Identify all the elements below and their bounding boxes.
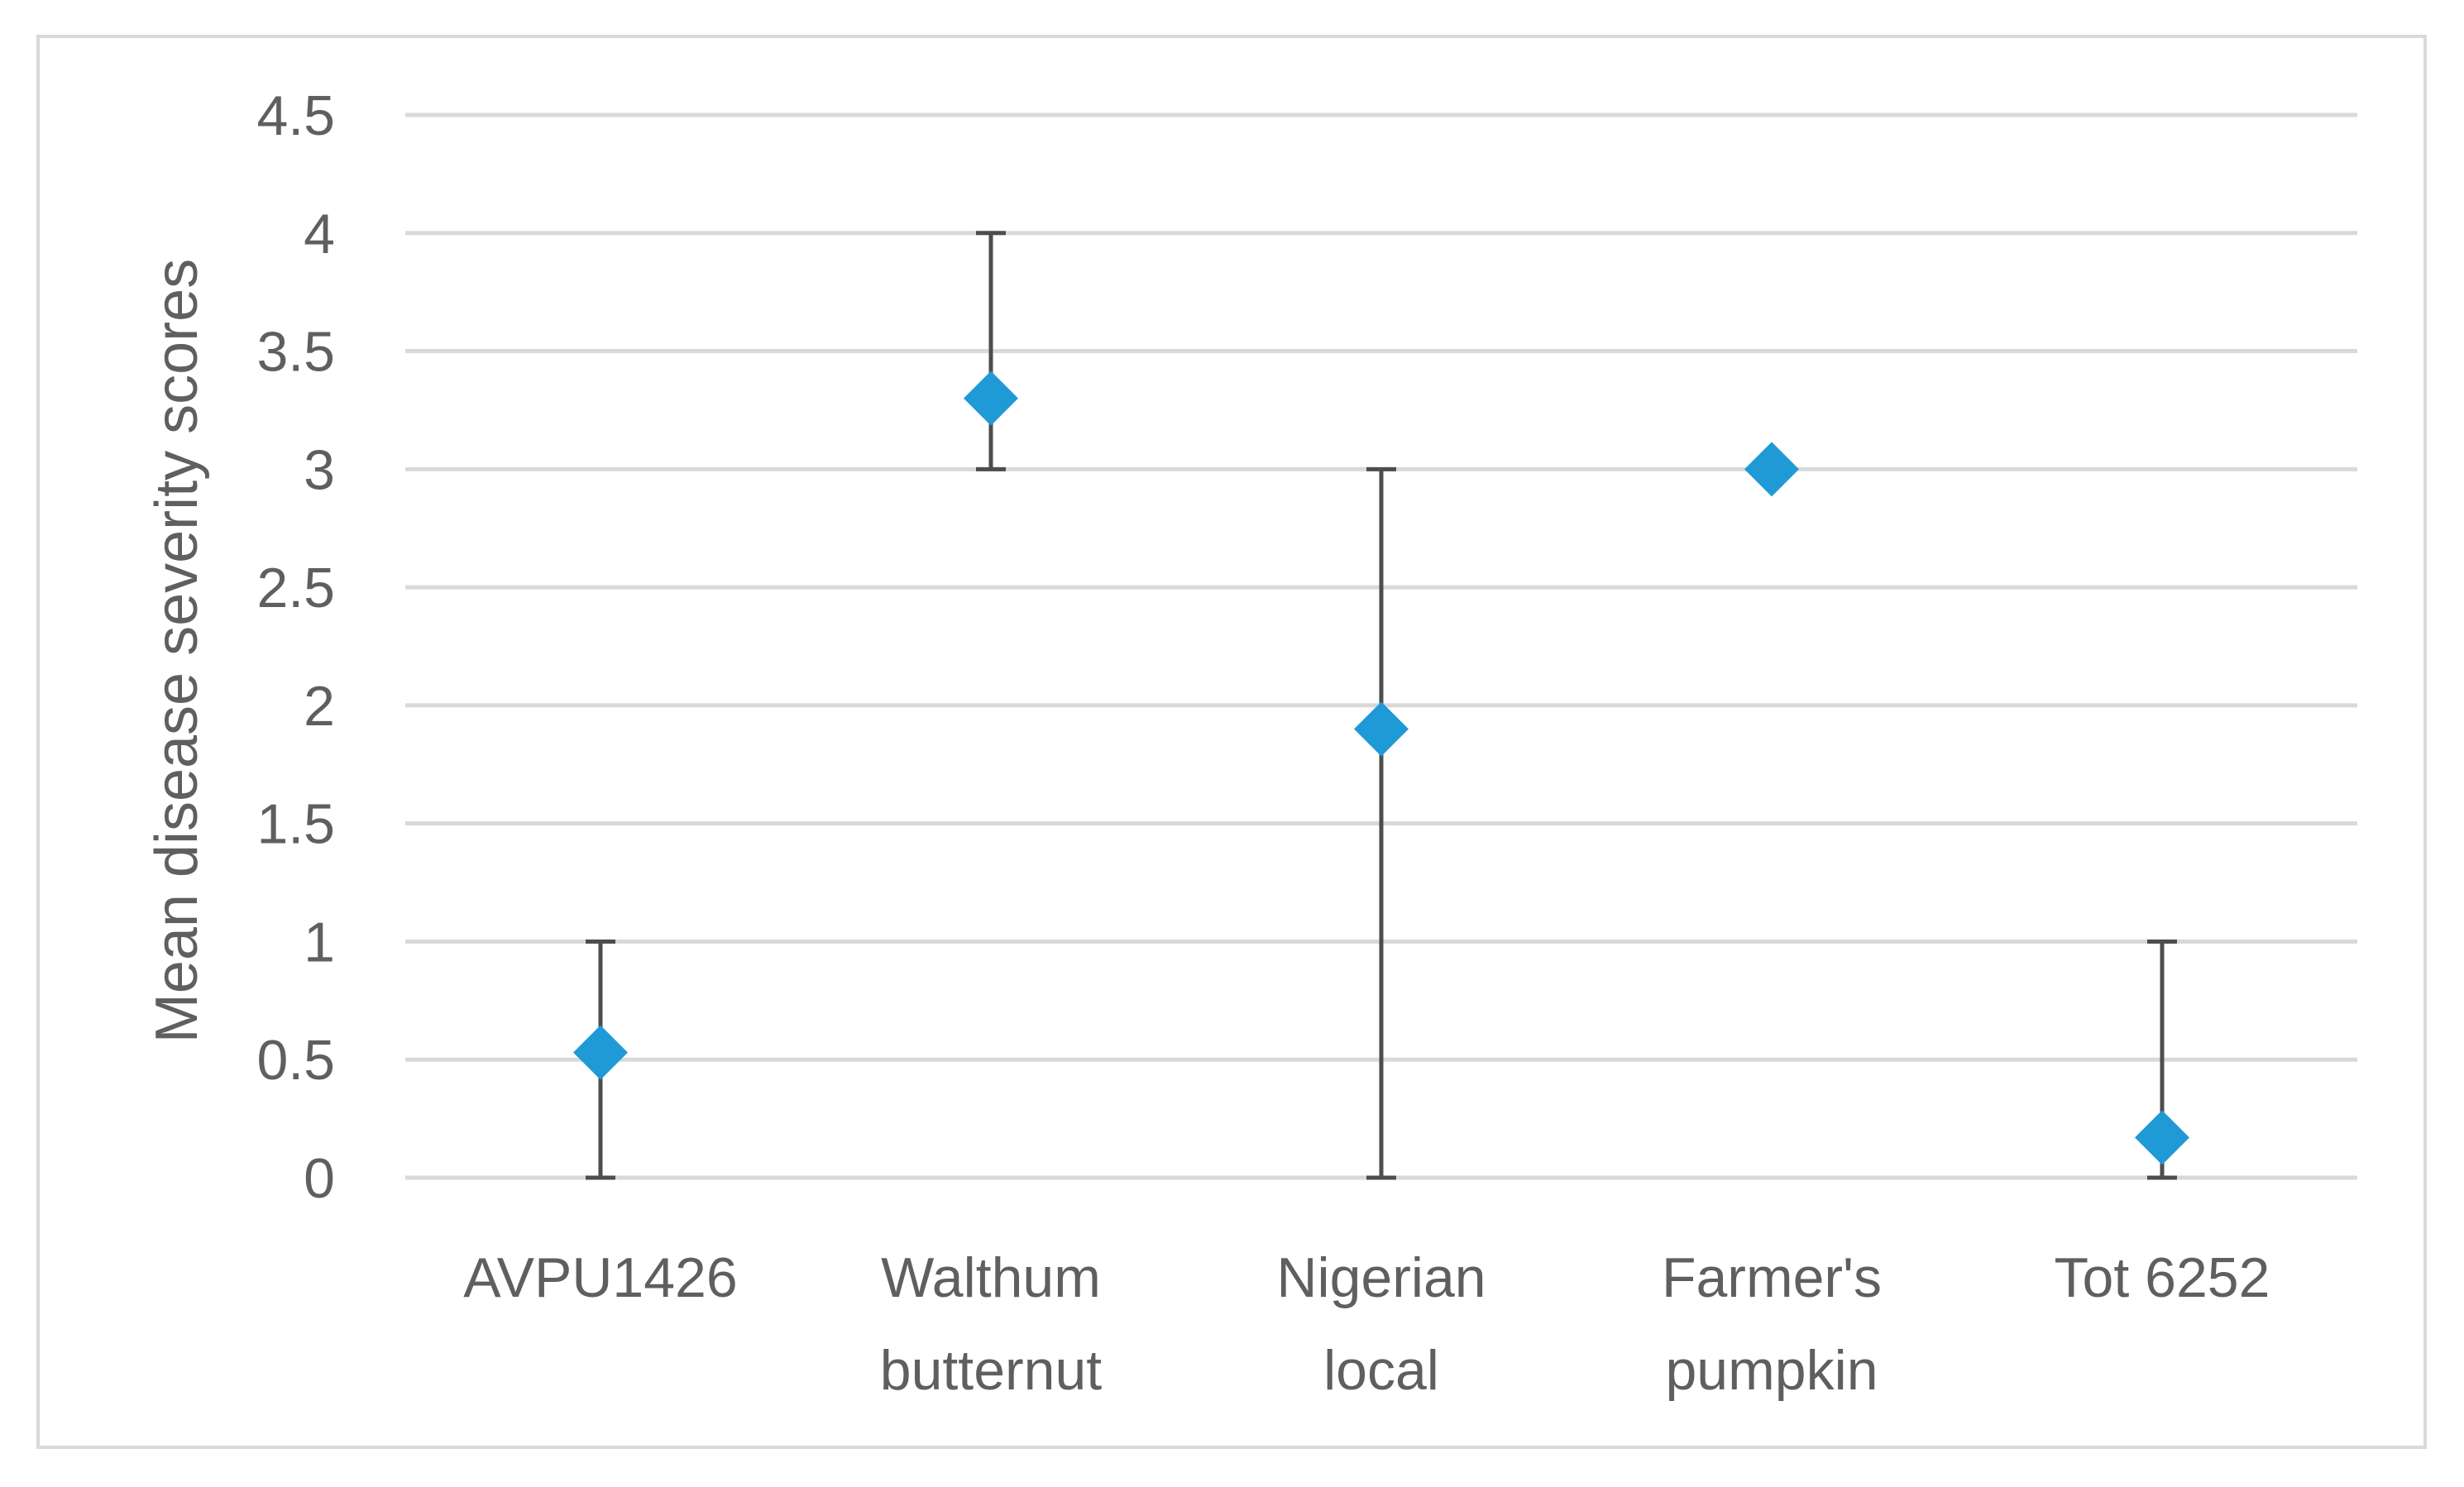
x-axis-category-labels: AVPU1426 Walthum butternut Nigerian local Far… [463, 1246, 2270, 1402]
x-category-label-line: pumpkin [1665, 1339, 1878, 1402]
y-axis-tick-labels: 0 0.5 1 1.5 2 2.5 3 3.5 4 4.5 [256, 84, 335, 1210]
data-point-marker [1354, 701, 1409, 757]
y-tick-label: 2.5 [256, 557, 335, 619]
y-tick-label: 2 [304, 675, 335, 738]
x-category-label-line: Farmer's [1662, 1246, 1882, 1309]
x-category-label: Nigerian local [1276, 1246, 1486, 1402]
y-tick-label: 4.5 [256, 84, 335, 147]
y-axis-title: Mean disease severity scores [144, 259, 210, 1043]
y-tick-label: 1.5 [256, 793, 335, 856]
y-tick-label: 0.5 [256, 1029, 335, 1092]
x-category-label: Walthum butternut [880, 1246, 1103, 1402]
y-tick-label: 1 [304, 911, 335, 973]
data-point-marker [573, 1025, 628, 1080]
x-category-label: AVPU1426 [463, 1246, 737, 1309]
x-category-label-line: local [1323, 1339, 1439, 1402]
gridlines [405, 112, 2357, 1180]
x-category-label-line: Walthum [881, 1246, 1101, 1309]
y-tick-label: 0 [304, 1147, 335, 1210]
y-tick-label: 3 [304, 438, 335, 501]
x-category-label: Farmer's pumpkin [1662, 1246, 1882, 1402]
x-category-label-line: Nigerian [1276, 1246, 1486, 1309]
x-category-label-line: AVPU1426 [463, 1246, 737, 1309]
data-point-marker [1744, 442, 1799, 497]
y-tick-label: 4 [304, 203, 335, 265]
x-category-label-line: Tot 6252 [2055, 1246, 2270, 1309]
data-markers [573, 371, 2189, 1165]
x-category-label: Tot 6252 [2055, 1246, 2270, 1309]
data-point-marker [964, 371, 1018, 426]
y-tick-label: 3.5 [256, 321, 335, 384]
data-point-marker [2135, 1110, 2189, 1165]
chart-frame [36, 35, 2427, 1449]
x-category-label-line: butternut [880, 1339, 1103, 1402]
